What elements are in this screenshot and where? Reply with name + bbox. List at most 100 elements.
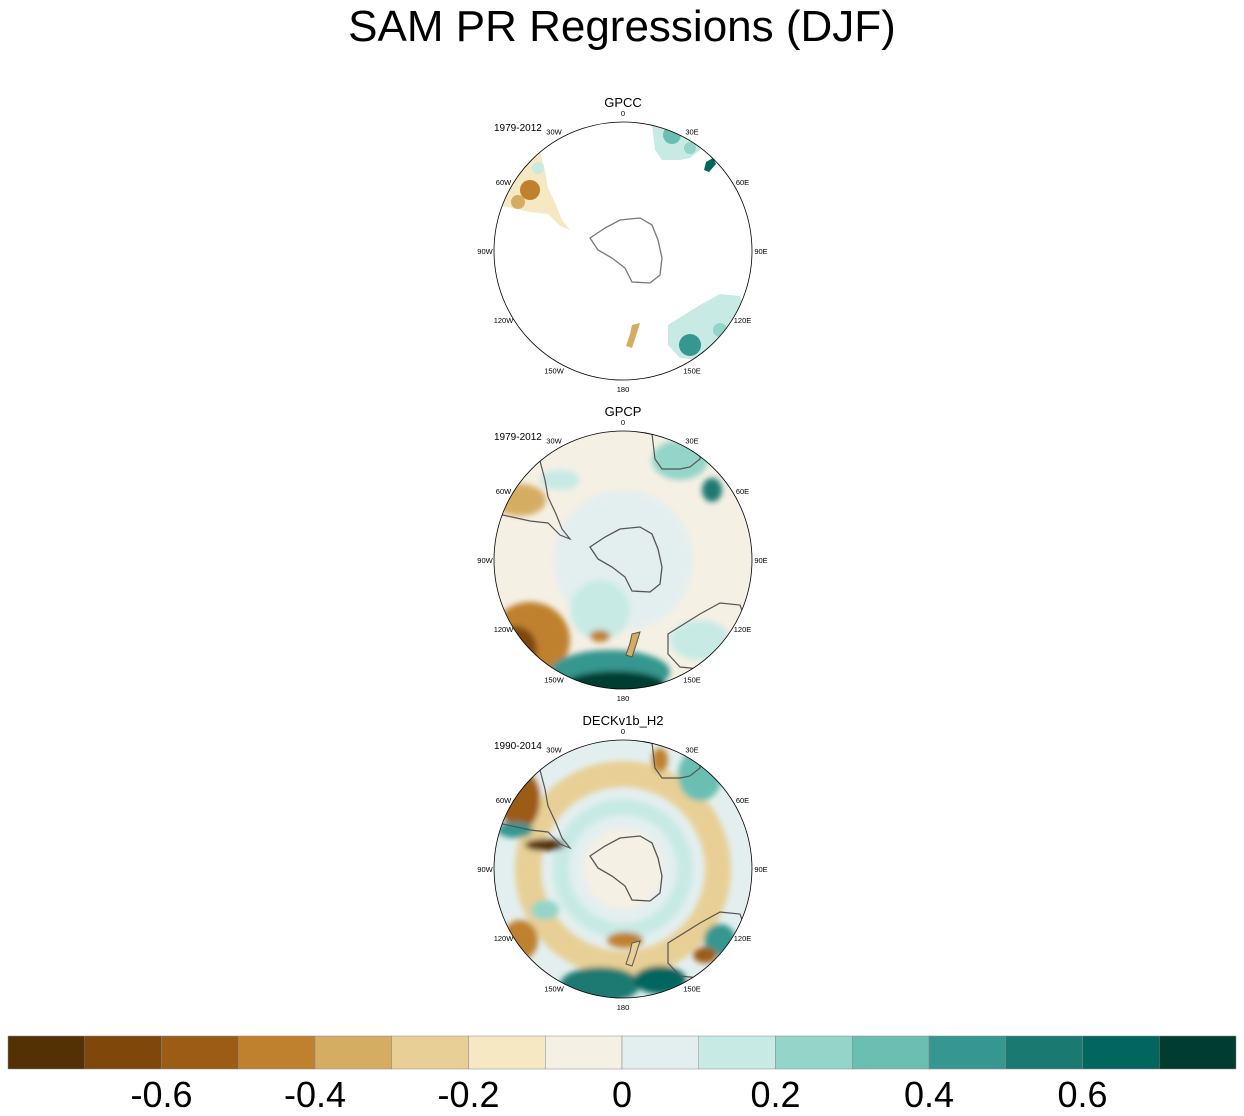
colorbar-swatch bbox=[161, 1035, 239, 1070]
data-blob bbox=[670, 620, 730, 660]
longitude-label: 30W bbox=[546, 746, 562, 755]
longitude-label: 120W bbox=[494, 625, 515, 634]
colorbar: -0.6 -0.4 -0.2 0 0.2 0.4 0.6 bbox=[7, 1035, 1237, 1115]
map-boundary bbox=[493, 430, 753, 690]
colorbar-tick-label: 0.2 bbox=[750, 1074, 800, 1115]
data-blob bbox=[702, 478, 722, 502]
longitude-label: 30E bbox=[685, 437, 698, 446]
panel-title: DECKv1b_H2 bbox=[583, 713, 664, 728]
colorbar-tick-label: 0 bbox=[612, 1074, 632, 1115]
longitude-label: 60E bbox=[736, 487, 749, 496]
data-blob bbox=[679, 334, 701, 356]
data-blob bbox=[525, 839, 565, 851]
colorbar-swatch bbox=[7, 1035, 85, 1070]
land-south-america bbox=[497, 766, 572, 850]
data-blob bbox=[652, 748, 668, 772]
longitude-label: 120E bbox=[734, 625, 752, 634]
longitude-label: 90E bbox=[754, 247, 767, 256]
longitude-label: 30E bbox=[685, 128, 698, 137]
panel-period: 1979-2012 bbox=[494, 123, 542, 134]
land-antarctica bbox=[589, 217, 663, 284]
longitude-label: 120E bbox=[734, 316, 752, 325]
data-blob bbox=[497, 822, 533, 838]
longitude-label: 150W bbox=[544, 367, 565, 376]
longitude-label: 180 bbox=[617, 694, 630, 703]
colorbar-swatch bbox=[391, 1035, 469, 1070]
longitude-label: 0 bbox=[621, 418, 625, 427]
land-new-zealand bbox=[625, 631, 641, 658]
colorbar-swatch bbox=[238, 1035, 316, 1070]
longitude-label: 150W bbox=[544, 676, 565, 685]
longitude-label: 150E bbox=[683, 367, 701, 376]
longitude-label: 90W bbox=[477, 865, 493, 874]
colorbar-swatch bbox=[698, 1035, 776, 1070]
data-blob bbox=[570, 580, 630, 640]
longitude-label: 60W bbox=[496, 487, 512, 496]
longitude-label: 120W bbox=[494, 316, 515, 325]
data-blob bbox=[553, 799, 693, 939]
colorbar-swatch bbox=[775, 1035, 853, 1070]
data-blob bbox=[511, 195, 525, 209]
longitude-label: 60W bbox=[496, 178, 512, 187]
colorbar-swatch bbox=[545, 1035, 623, 1070]
data-blob bbox=[531, 900, 559, 920]
panel-gpcc: GPCC 1979-2012 bbox=[493, 95, 753, 381]
colorbar-swatch bbox=[621, 1035, 699, 1070]
panel-gpcp: GPCP 1979-2012 bbox=[493, 404, 753, 690]
longitude-label: 90W bbox=[477, 556, 493, 565]
colorbar-tick-label: 0.4 bbox=[904, 1074, 954, 1115]
longitude-label: 150E bbox=[683, 985, 701, 994]
longitude-label: 90W bbox=[477, 247, 493, 256]
data-blob bbox=[634, 966, 686, 994]
longitude-label: 150E bbox=[683, 676, 701, 685]
land-antarctica bbox=[589, 835, 663, 902]
map-field bbox=[494, 431, 752, 689]
colorbar-swatch bbox=[1159, 1035, 1237, 1070]
data-blob bbox=[515, 761, 731, 977]
map-field bbox=[494, 122, 752, 380]
map-boundary bbox=[493, 121, 753, 381]
colorbar-swatch bbox=[928, 1035, 1006, 1070]
map-boundary bbox=[493, 739, 753, 999]
colorbar-tick-label: -0.4 bbox=[284, 1074, 346, 1115]
map-field bbox=[494, 740, 752, 998]
longitude-label: 0 bbox=[621, 109, 625, 118]
colorbar-swatch bbox=[1082, 1035, 1160, 1070]
land-new-zealand bbox=[625, 940, 641, 967]
colorbar-swatch bbox=[852, 1035, 930, 1070]
data-blob bbox=[540, 470, 580, 490]
panel-period: 1979-2012 bbox=[494, 432, 542, 443]
colorbar-swatch bbox=[84, 1035, 162, 1070]
longitude-label: 30W bbox=[546, 437, 562, 446]
figure-title: SAM PR Regressions (DJF) bbox=[348, 2, 896, 51]
data-blob bbox=[693, 947, 717, 963]
colorbar-tick-label: -0.6 bbox=[130, 1074, 192, 1115]
longitude-label: 180 bbox=[617, 385, 630, 394]
colorbar-tick-label: -0.2 bbox=[437, 1074, 499, 1115]
data-blob bbox=[663, 126, 681, 144]
panel-deckv1b-h2: DECKv1b_H2 1990-2014 bbox=[493, 713, 753, 999]
longitude-labels: 0 30E 60E 90E 120E 150E 180 150W 120W 90W 60W 30W 0 3… bbox=[477, 109, 767, 1012]
data-blob bbox=[520, 180, 540, 200]
land-new-zealand bbox=[626, 323, 640, 348]
longitude-label: 30W bbox=[546, 128, 562, 137]
longitude-label: 150W bbox=[544, 985, 565, 994]
data-blob bbox=[684, 142, 696, 154]
data-blob bbox=[532, 162, 544, 174]
colorbar-swatch bbox=[314, 1035, 392, 1070]
data-blob bbox=[583, 829, 663, 909]
longitude-label: 120E bbox=[734, 934, 752, 943]
panel-title: GPCP bbox=[605, 404, 642, 419]
colorbar-swatch bbox=[1005, 1035, 1083, 1070]
data-blob bbox=[565, 671, 665, 689]
longitude-label: 120W bbox=[494, 934, 515, 943]
longitude-label: 180 bbox=[617, 1003, 630, 1012]
longitude-label: 0 bbox=[621, 727, 625, 736]
longitude-label: 60E bbox=[736, 796, 749, 805]
panel-period: 1990-2014 bbox=[494, 741, 542, 752]
colorbar-swatch bbox=[468, 1035, 546, 1070]
land-madagascar bbox=[704, 158, 716, 172]
panel-title: GPCC bbox=[604, 95, 642, 110]
land-south-america bbox=[497, 457, 572, 541]
